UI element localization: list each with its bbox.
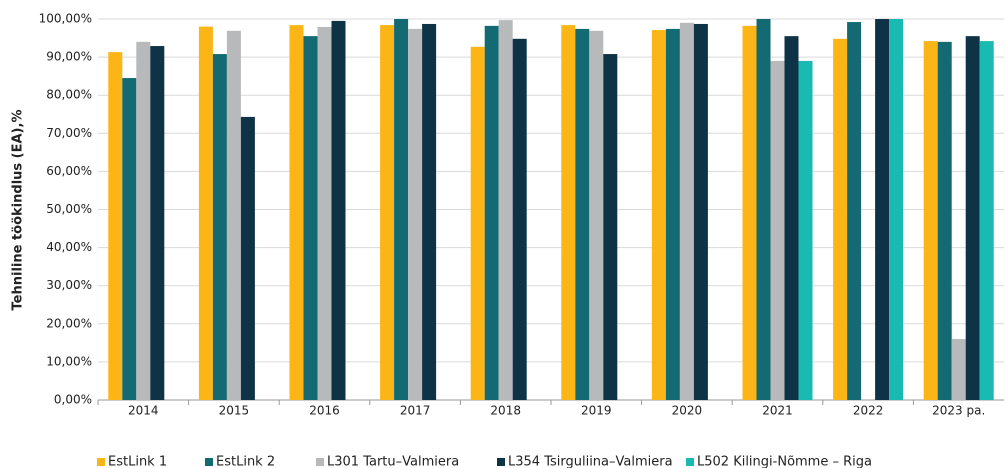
bar — [422, 23, 437, 400]
y-tick-label: 40,00% — [46, 240, 92, 254]
bar — [589, 30, 604, 400]
bar — [226, 30, 241, 400]
bar — [575, 28, 590, 400]
y-tick-label: 30,00% — [46, 278, 92, 292]
x-tick-label: 2022 — [853, 404, 884, 418]
bar — [651, 30, 666, 400]
bar — [742, 25, 757, 400]
legend-swatch — [497, 458, 505, 466]
bar — [317, 27, 332, 400]
bar — [408, 28, 423, 400]
bar — [303, 36, 318, 401]
x-tick-label: 2014 — [128, 404, 159, 418]
x-tick-label: 2019 — [581, 404, 612, 418]
bar — [679, 22, 694, 401]
bar — [965, 36, 980, 401]
bar — [484, 25, 499, 400]
bar — [198, 26, 213, 401]
bar — [923, 41, 938, 401]
legend-label: EstLink 2 — [216, 455, 275, 468]
bar — [784, 36, 799, 401]
x-tick-label: 2020 — [672, 404, 703, 418]
y-tick-label: 70,00% — [46, 126, 92, 140]
bar — [136, 41, 151, 401]
x-tick-label: 2018 — [490, 404, 521, 418]
bar — [833, 38, 848, 400]
legend-label: EstLink 1 — [108, 455, 167, 468]
legend-swatch — [205, 458, 213, 466]
bar — [212, 54, 227, 400]
y-axis-label: Tehniline töökindlus (EA),% — [11, 110, 26, 311]
bar — [498, 20, 513, 400]
bar — [289, 25, 304, 400]
bar — [798, 60, 813, 400]
legend-label: L301 Tartu–Valmiera — [327, 455, 459, 468]
y-tick-label: 60,00% — [46, 164, 92, 178]
y-tick-label: 20,00% — [46, 316, 92, 330]
bar — [394, 19, 409, 400]
bar — [380, 25, 395, 400]
bar — [150, 46, 165, 401]
bar — [331, 20, 346, 401]
legend-swatch — [686, 458, 694, 466]
bar — [665, 28, 680, 400]
bar — [979, 41, 994, 401]
bar — [470, 46, 485, 401]
bar — [512, 38, 527, 400]
x-tick-label: 2015 — [219, 404, 250, 418]
y-tick-label: 50,00% — [46, 202, 92, 216]
y-tick-label: 100,00% — [39, 12, 92, 26]
x-tick-label: 2021 — [762, 404, 793, 418]
y-tick-label: 90,00% — [46, 50, 92, 64]
bar — [756, 19, 771, 400]
bar — [693, 23, 708, 400]
bar — [240, 116, 255, 401]
x-tick-label: 2017 — [400, 404, 431, 418]
bar — [770, 60, 785, 400]
x-tick-label: 2016 — [309, 404, 340, 418]
y-tick-label: 0,00% — [54, 393, 92, 407]
y-tick-label: 10,00% — [46, 354, 92, 368]
y-tick-label: 80,00% — [46, 88, 92, 102]
bar — [875, 19, 890, 400]
bar — [847, 22, 862, 400]
legend-label: L354 Tsirguliina–Valmiera — [508, 455, 673, 468]
legend-swatch — [316, 458, 324, 466]
bar — [108, 52, 123, 400]
x-tick-label: 2023 pa. — [932, 404, 985, 418]
bar — [603, 54, 618, 400]
legend-swatch — [97, 458, 105, 466]
bar — [937, 41, 952, 401]
legend-label: L502 Kilingi-Nõmme – Riga — [697, 455, 872, 468]
bar — [122, 78, 137, 401]
bar — [951, 339, 966, 400]
bar — [889, 19, 904, 400]
bar — [561, 25, 576, 400]
